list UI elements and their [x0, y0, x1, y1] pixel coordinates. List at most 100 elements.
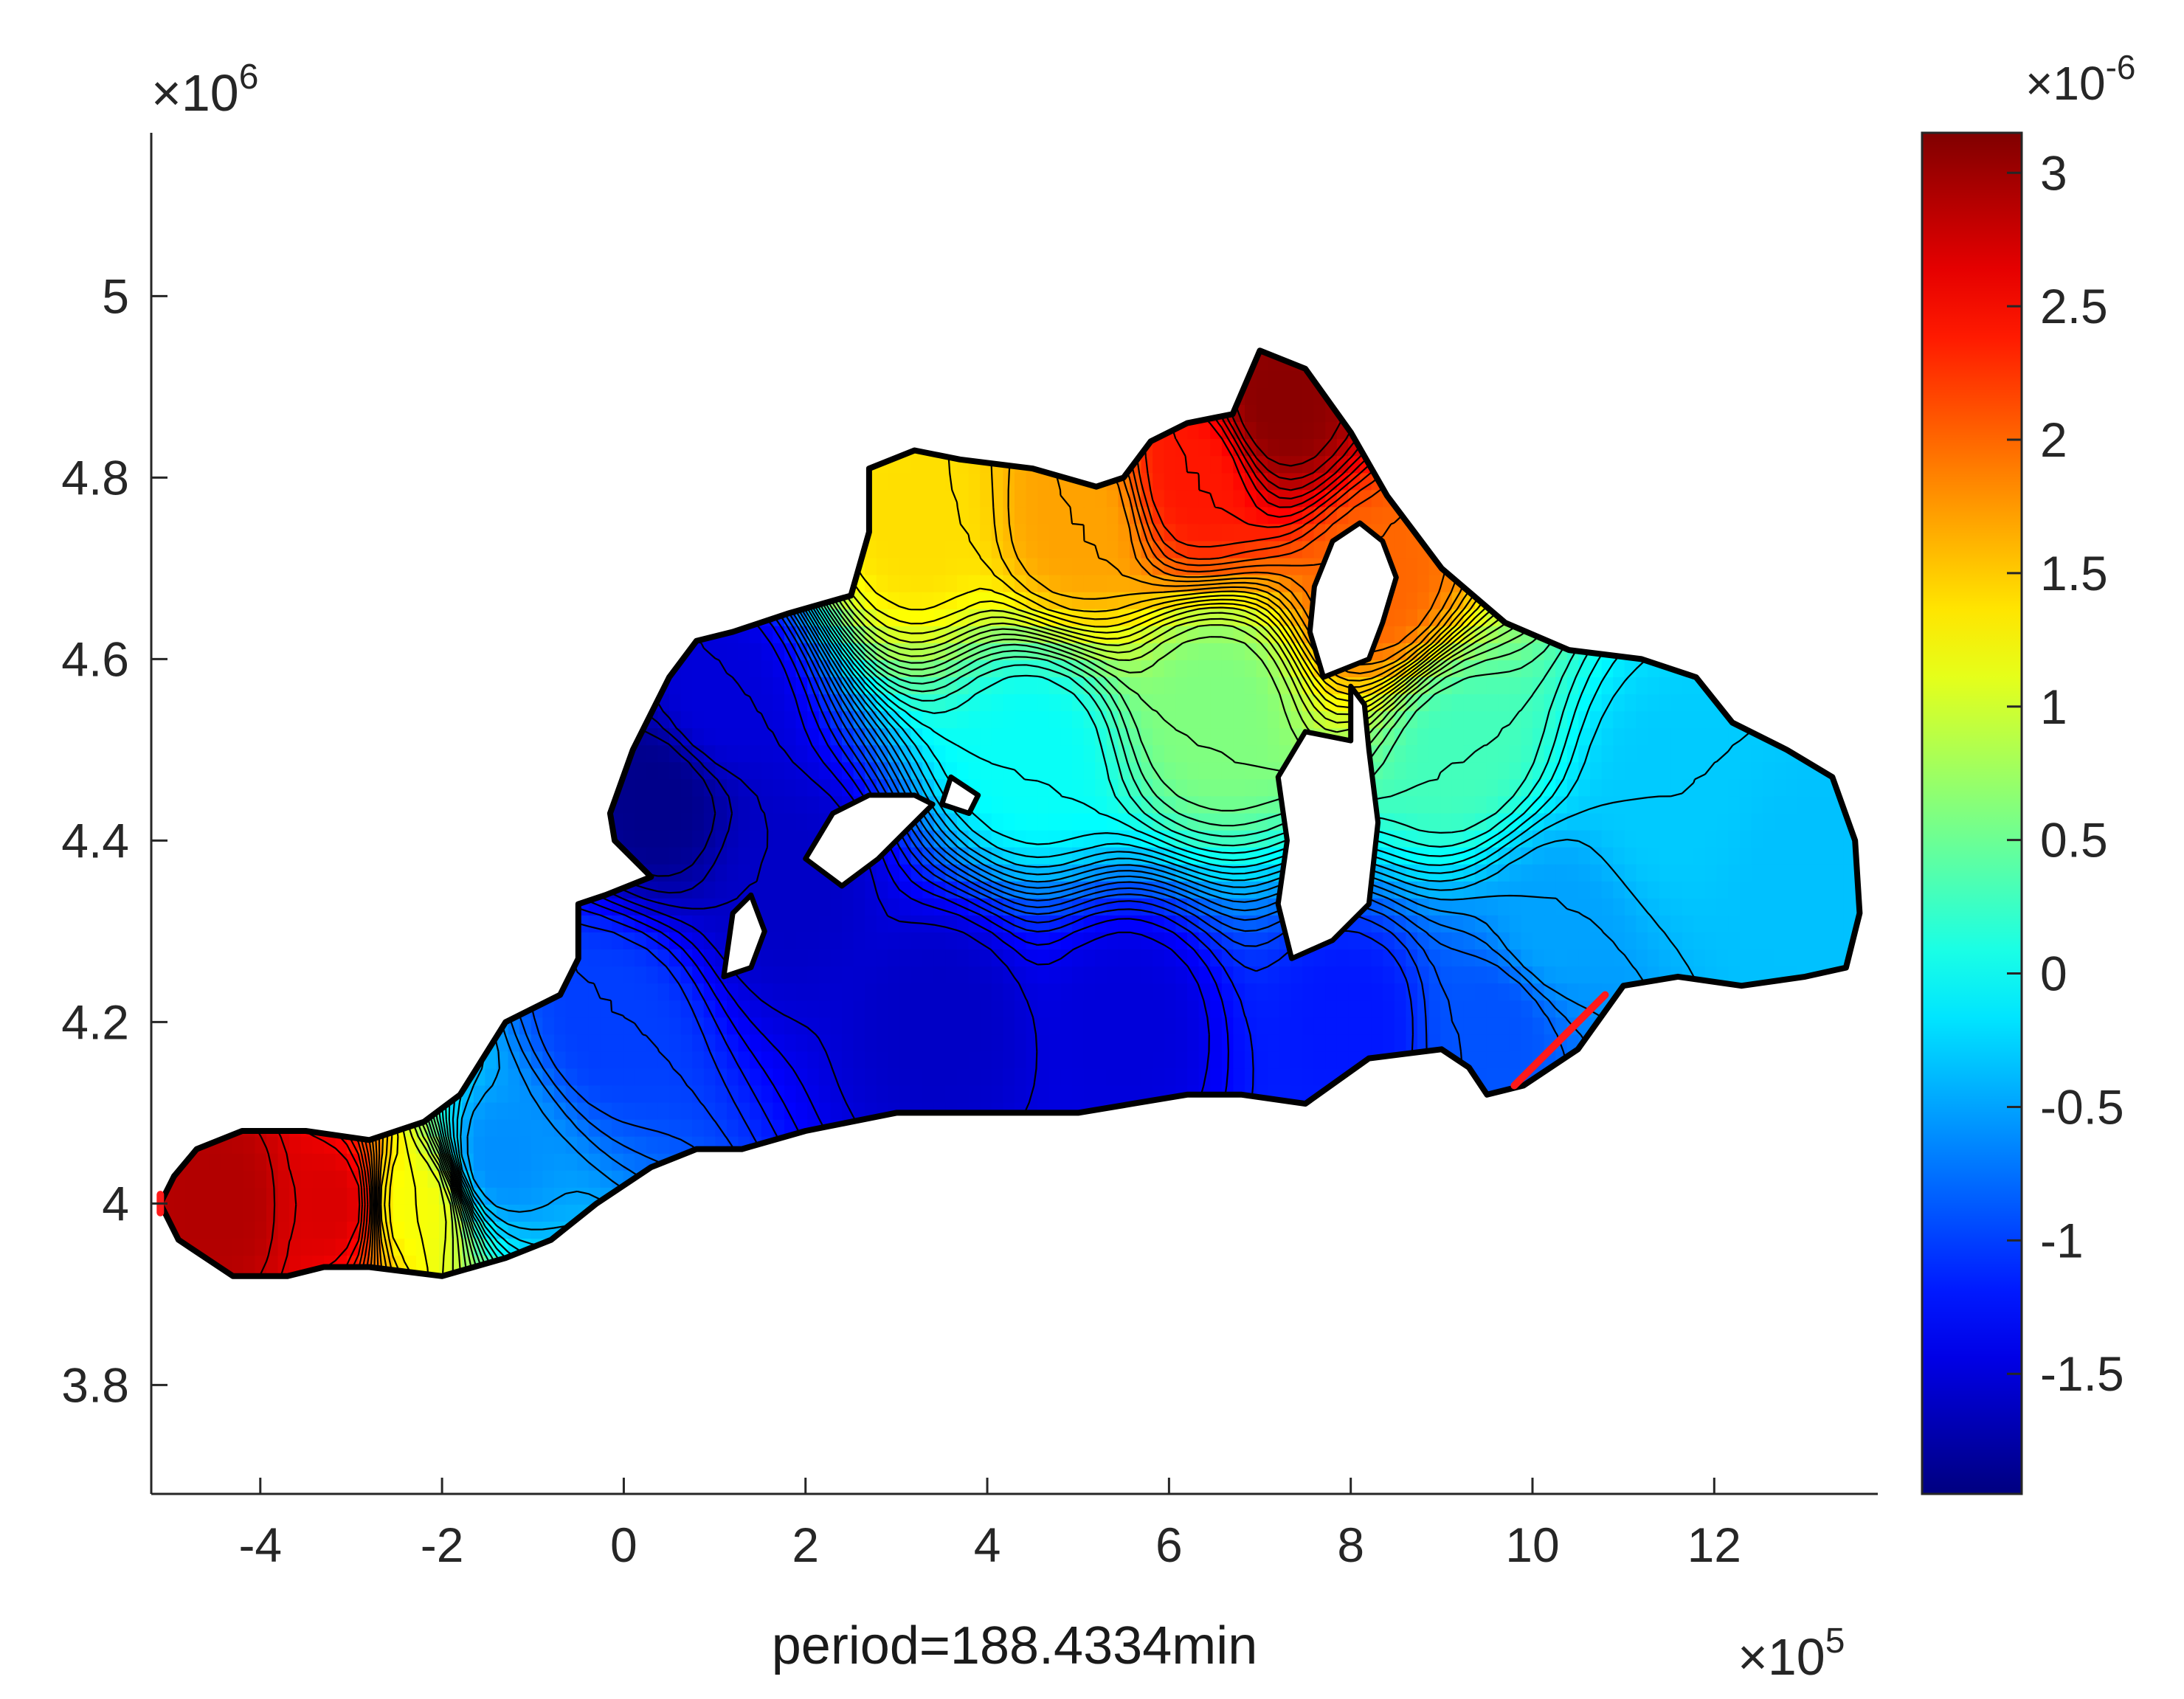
field-cell: [312, 643, 325, 661]
field-cell: [991, 490, 1004, 508]
field-cell: [957, 541, 970, 559]
field-cell: [968, 350, 981, 355]
field-cell: [657, 422, 670, 440]
field-cell: [1544, 235, 1556, 252]
field-cell: [1521, 235, 1532, 252]
field-cell: [991, 405, 1004, 423]
field-cell: [1487, 303, 1499, 321]
field-cell: [324, 609, 336, 627]
field-cell: [542, 660, 555, 678]
field-cell: [393, 456, 405, 474]
field-cell: [221, 167, 232, 184]
field-cell: [197, 626, 210, 644]
field-cell: [784, 456, 797, 474]
field-cell: [358, 405, 371, 423]
field-cell: [1843, 405, 1856, 423]
field-cell: [301, 252, 313, 269]
field-cell: [1072, 353, 1085, 372]
field-cell: [1670, 558, 1683, 576]
field-cell: [807, 269, 819, 287]
field-cell: [1222, 150, 1234, 167]
field-cell: [404, 252, 416, 269]
field-cell: [1245, 150, 1257, 167]
field-cell: [1245, 133, 1257, 150]
field-cell: [462, 353, 474, 372]
field-cell: [1313, 473, 1326, 491]
field-cell: [1302, 558, 1315, 576]
field-cell: [1394, 473, 1407, 491]
field-cell: [1337, 150, 1349, 167]
field-cell: [485, 286, 497, 304]
field-cell: [980, 541, 992, 559]
field-cell: [784, 235, 796, 252]
field-cell: [277, 456, 290, 474]
field-cell: [577, 353, 590, 372]
field-cell: [830, 201, 842, 218]
field-cell: [957, 150, 969, 167]
field-cell: [1279, 575, 1292, 593]
field-cell: [750, 439, 762, 457]
field-cell: [381, 626, 394, 644]
field-cell: [635, 626, 647, 644]
field-cell: [1083, 524, 1096, 542]
field-cell: [266, 320, 278, 338]
field-cell: [427, 167, 439, 184]
field-cell: [542, 541, 555, 559]
field-cell: [1360, 422, 1372, 440]
field-cell: [335, 387, 348, 406]
field-cell: [761, 320, 773, 338]
field-cell: [1003, 575, 1015, 593]
field-cell: [877, 286, 888, 304]
field-cell: [1555, 405, 1568, 423]
field-cell: [1072, 218, 1084, 235]
field-cell: [462, 133, 474, 150]
field-cell: [300, 558, 314, 576]
field-cell: [1394, 350, 1407, 355]
field-cell: [1751, 660, 1763, 678]
field-cell: [324, 150, 336, 167]
field-cell: [1164, 218, 1176, 235]
field-cell: [243, 422, 256, 440]
field-cell: [1510, 286, 1521, 304]
field-cell: [945, 269, 957, 287]
field-cell: [910, 643, 923, 661]
field-cell: [1555, 218, 1567, 235]
field-cell: [1786, 350, 1798, 355]
field-cell: [427, 218, 439, 235]
field-cell: [1463, 167, 1475, 184]
field-cell: [853, 387, 865, 406]
field-cell: [692, 303, 704, 321]
field-cell: [324, 558, 336, 576]
field-cell: [1728, 201, 1740, 218]
field-cell: [738, 541, 750, 559]
field-cell: [980, 150, 992, 167]
field-cell: [1843, 218, 1855, 235]
field-cell: [255, 353, 267, 372]
field-cell: [243, 592, 256, 610]
field-cell: [1763, 456, 1775, 474]
field-cell: [1268, 643, 1280, 661]
field-cell: [1360, 269, 1372, 287]
field-cell: [1406, 286, 1417, 304]
field-cell: [784, 370, 797, 389]
field-cell: [255, 677, 267, 695]
field-cell: [1187, 235, 1199, 252]
field-cell: [1187, 370, 1200, 389]
field-cell: [1693, 558, 1706, 576]
field-cell: [1693, 303, 1705, 321]
field-cell: [1751, 524, 1763, 542]
field-cell: [761, 133, 773, 150]
field-cell: [186, 286, 198, 304]
field-cell: [773, 184, 784, 201]
field-cell: [324, 269, 336, 287]
field-cell: [761, 439, 774, 457]
field-cell: [289, 350, 302, 355]
field-cell: [1187, 167, 1199, 184]
field-cell: [1325, 350, 1338, 355]
field-cell: [922, 370, 935, 389]
field-cell: [1394, 353, 1407, 372]
field-cell: [1406, 558, 1418, 576]
field-cell: [646, 133, 658, 150]
field-cell: [1290, 387, 1303, 406]
field-cell: [473, 507, 486, 525]
